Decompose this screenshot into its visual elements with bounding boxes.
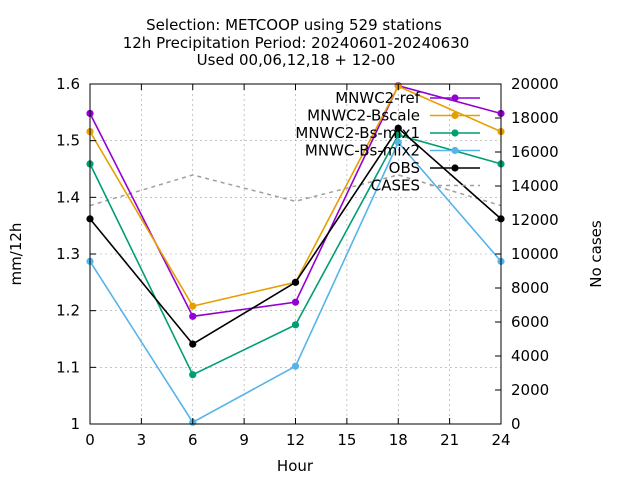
y-tick-label: 1.6 [56, 75, 80, 93]
x-tick-label: 9 [239, 431, 249, 449]
y2-tick-label: 12000 [511, 211, 559, 229]
data-point [189, 371, 197, 379]
x-tick-label: 24 [491, 431, 510, 449]
data-point [291, 321, 300, 329]
chart-title: Selection: METCOOP using 529 stations 12… [123, 16, 470, 69]
y-axis-label: mm/12h [7, 223, 25, 286]
y2-axis-ticks: 0 2000 4000 6000 8000 10000 12000 14000 16000 180… [495, 75, 559, 433]
legend-label: MNWC2-ref [335, 89, 420, 107]
legend-label: MNWC2-Bscale [307, 107, 420, 125]
y2-tick-label: 18000 [511, 109, 559, 127]
series-mnwc2-bs-mix1 [86, 131, 505, 379]
legend-label: MNWC2-Bs-mix1 [295, 124, 420, 142]
legend-marker [451, 129, 459, 137]
legend-marker [451, 146, 459, 155]
title-line-2: 12h Precipitation Period: 20240601-20240… [123, 34, 470, 52]
y-tick-label: 1.5 [56, 132, 80, 150]
y2-tick-label: 14000 [511, 177, 559, 195]
x-tick-label: 15 [337, 431, 356, 449]
y2-tick-label: 4000 [511, 347, 549, 365]
series-obs [86, 124, 505, 348]
data-point [189, 312, 197, 320]
y-tick-label: 1.1 [56, 358, 80, 376]
x-tick-label: 0 [85, 431, 95, 449]
legend: MNWC2-refMNWC2-BscaleMNWC2-Bs-mix1MNWC-B… [295, 89, 480, 195]
y2-axis-label: No cases [587, 220, 605, 288]
title-line-3: Used 00,06,12,18 + 12-00 [197, 51, 396, 69]
y-tick-label: 1.4 [56, 188, 80, 206]
y2-tick-label: 8000 [511, 279, 549, 297]
data-point [189, 302, 197, 310]
data-point [189, 340, 197, 348]
x-tick-label: 21 [440, 431, 459, 449]
x-tick-label: 6 [188, 431, 198, 449]
y2-tick-label: 16000 [511, 143, 559, 161]
y-axis-ticks: 1 1.1 1.2 1.3 1.4 1.5 1.6 [56, 75, 96, 433]
y2-tick-label: 10000 [511, 245, 559, 263]
data-point [394, 138, 402, 146]
legend-label: CASES [371, 177, 420, 195]
legend-marker [451, 111, 459, 120]
x-tick-label: 18 [389, 431, 408, 449]
data-point [291, 298, 300, 306]
data-point [394, 131, 402, 139]
y-tick-label: 1 [70, 415, 80, 433]
y-tick-label: 1.3 [56, 245, 80, 263]
legend-marker [451, 164, 459, 172]
x-axis-label: Hour [277, 457, 314, 475]
y2-tick-label: 20000 [511, 75, 559, 93]
x-tick-label: 12 [286, 431, 305, 449]
y2-tick-label: 0 [511, 415, 521, 433]
legend-marker [451, 94, 459, 102]
data-point [394, 124, 402, 132]
title-line-1: Selection: METCOOP using 529 stations [146, 16, 442, 34]
x-tick-label: 3 [137, 431, 147, 449]
y2-tick-label: 2000 [511, 381, 549, 399]
y-tick-label: 1.2 [56, 302, 80, 320]
y2-tick-label: 6000 [511, 313, 549, 331]
data-point [291, 362, 300, 370]
data-point [291, 278, 300, 286]
legend-label: MNWC-Bs-mix2 [305, 142, 420, 160]
x-axis-ticks: 0 3 6 9 12 15 18 21 24 [85, 84, 511, 449]
legend-label: OBS [389, 159, 420, 177]
